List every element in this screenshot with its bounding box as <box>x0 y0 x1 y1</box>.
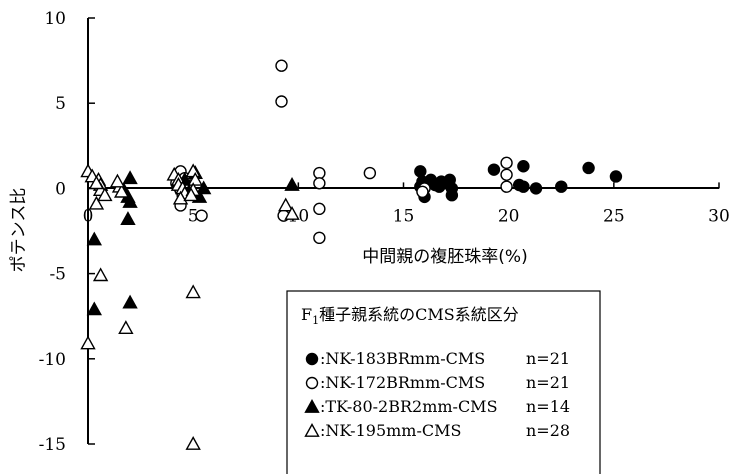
x-tick-label: 0 <box>83 206 94 226</box>
data-point <box>113 183 130 198</box>
data-point <box>284 206 300 220</box>
data-point <box>183 187 199 202</box>
legend-title: F1種子親系統のCMS系統区分 <box>301 305 519 327</box>
legend-count: n=14 <box>526 397 570 416</box>
legend-box <box>286 290 601 474</box>
legend-marker <box>304 423 320 437</box>
data-point <box>363 166 377 180</box>
y-tick-label: -5 <box>49 265 66 285</box>
data-point <box>500 156 513 170</box>
legend-marker <box>305 376 319 390</box>
legend-label: :NK-183BRmm-CMS <box>320 349 485 368</box>
data-point <box>120 211 136 225</box>
data-point <box>416 185 429 199</box>
data-point <box>185 436 201 450</box>
data-point <box>313 177 326 190</box>
x-axis-title: 中間親の複胚珠率(%) <box>362 247 527 267</box>
legend-label: :NK-195mm-CMS <box>320 421 461 440</box>
data-point <box>555 180 568 193</box>
data-point <box>86 301 102 316</box>
legend-count: n=21 <box>526 349 570 368</box>
x-tick-label: 15 <box>393 206 415 226</box>
data-point <box>88 175 105 190</box>
data-point <box>122 194 138 208</box>
data-point <box>313 202 326 216</box>
y-tick-label: 5 <box>55 94 66 114</box>
data-point <box>278 197 294 212</box>
data-point <box>195 209 208 222</box>
y-tick-label: -15 <box>39 435 66 455</box>
x-tick-label: 30 <box>708 206 729 226</box>
data-point <box>109 173 126 188</box>
data-point <box>445 189 459 202</box>
data-point <box>313 231 326 245</box>
data-point <box>187 171 203 186</box>
data-point <box>487 163 501 176</box>
data-point <box>500 180 513 193</box>
data-point <box>118 320 134 335</box>
data-point <box>97 187 113 202</box>
data-point <box>185 284 201 299</box>
legend-count: n=21 <box>526 373 570 392</box>
data-point <box>284 177 300 191</box>
x-tick-label: 25 <box>603 206 625 226</box>
legend-rows: :NK-183BRmm-CMS n=21 :NK-172BRmm-CMS n=21 :T… <box>304 349 570 440</box>
x-tick-label: 5 <box>188 206 199 226</box>
data-point <box>122 170 138 185</box>
data-point <box>414 165 427 178</box>
legend-title-rest: 種子親系統のCMS系統区分 <box>319 305 519 324</box>
data-point <box>275 95 288 108</box>
data-point <box>88 195 105 210</box>
legend-title-sub: 1 <box>312 314 319 327</box>
data-point <box>122 294 138 309</box>
y-tick-label: 0 <box>55 179 66 199</box>
data-point <box>517 160 530 173</box>
y-axis-title: ポテンス比 <box>9 188 29 273</box>
data-point <box>313 166 326 180</box>
data-point <box>275 59 288 72</box>
data-point <box>92 267 109 282</box>
data-point <box>529 182 543 195</box>
y-tick-label: -10 <box>39 350 66 370</box>
data-point <box>80 335 96 350</box>
data-point <box>500 168 513 181</box>
data-point <box>609 170 623 183</box>
y-tick-label: 10 <box>44 9 66 29</box>
data-point <box>582 161 595 175</box>
data-point <box>195 180 212 195</box>
legend-label: :TK-80-2BR2mm-CMS <box>320 397 498 416</box>
data-point <box>86 231 102 246</box>
legend-title-main: F <box>301 305 312 324</box>
x-tick-label: 20 <box>498 206 520 226</box>
legend: F1種子親系統のCMS系統区分 :NK-183BRmm-CMS n=21:NK-1… <box>286 290 601 474</box>
legend-label: :NK-172BRmm-CMS <box>320 373 485 392</box>
legend-count: n=28 <box>526 421 570 440</box>
legend-marker <box>305 352 319 366</box>
data-point <box>517 180 530 193</box>
legend-marker <box>304 399 320 413</box>
data-points <box>80 59 623 450</box>
